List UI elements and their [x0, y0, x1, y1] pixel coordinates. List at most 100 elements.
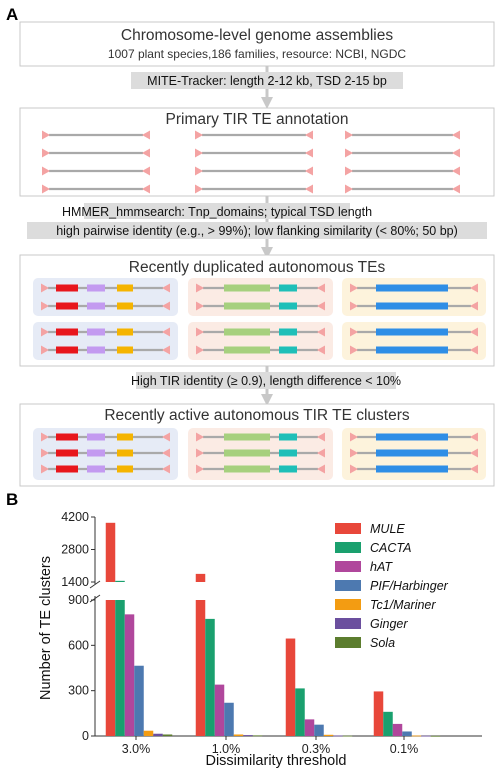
bar	[392, 723, 403, 736]
bar	[342, 735, 353, 737]
panel-a-label: A	[6, 5, 18, 24]
bar	[285, 638, 296, 736]
tir-right-triangle	[317, 432, 325, 442]
domain-block	[376, 449, 448, 457]
step1-label: MITE-Tracker: length 2-12 kb, TSD 2-15 b…	[147, 74, 387, 88]
bar-upper-segment	[195, 573, 206, 582]
domain-block	[56, 302, 78, 310]
step2-line1: HMMER_hmmsearch: Tnp_domains; typical TS…	[62, 205, 372, 219]
legend-item: Sola	[335, 636, 395, 650]
domain-block	[279, 346, 297, 354]
bar-segment	[421, 735, 431, 737]
bar	[243, 735, 253, 736]
domain-block	[56, 465, 78, 473]
te-element	[345, 184, 460, 194]
legend-swatch	[335, 561, 361, 572]
tir-left-triangle	[345, 130, 353, 140]
legend-item: Tc1/Mariner	[335, 598, 436, 612]
tir-right-triangle	[317, 448, 325, 458]
domain-block	[56, 433, 78, 441]
legend-item: hAT	[335, 560, 393, 574]
bar	[233, 734, 244, 736]
tir-left-triangle	[196, 432, 204, 442]
domain-block	[279, 284, 297, 292]
bar	[153, 733, 163, 736]
te-element	[196, 432, 325, 442]
tir-right-triangle	[305, 148, 313, 158]
tir-right-triangle	[452, 166, 460, 176]
tir-right-triangle	[470, 432, 478, 442]
panel-b-label: B	[6, 490, 18, 509]
step2-line2: high pairwise identity (e.g., > 99%); lo…	[56, 224, 458, 238]
domain-block	[224, 465, 270, 473]
x-tick-label: 0.3%	[302, 742, 331, 756]
bar	[195, 573, 206, 736]
te-element	[41, 327, 170, 337]
te-element	[41, 464, 170, 474]
domain-block	[224, 346, 270, 354]
tir-right-triangle	[317, 283, 325, 293]
y-axis-title: Number of TE clusters	[38, 556, 54, 700]
legend-swatch	[335, 637, 361, 648]
x-tick-label: 0.1%	[390, 742, 419, 756]
bar-segment	[233, 734, 244, 736]
domain-block	[117, 465, 133, 473]
tir-left-triangle	[350, 327, 358, 337]
primary-te-group	[42, 130, 460, 194]
family-background	[188, 278, 333, 316]
domain-block	[224, 433, 270, 441]
domain-block	[87, 328, 105, 336]
bar	[333, 735, 343, 737]
te-element	[41, 301, 170, 311]
domain-block	[376, 328, 448, 336]
tir-right-triangle	[162, 327, 170, 337]
tir-left-triangle	[41, 345, 49, 355]
tir-left-triangle	[41, 464, 49, 474]
legend-label: MULE	[370, 522, 405, 536]
bar-segment	[205, 618, 215, 736]
tir-right-triangle	[470, 464, 478, 474]
domain-block	[224, 302, 270, 310]
bar	[115, 580, 125, 736]
tir-left-triangle	[196, 327, 204, 337]
te-element	[195, 184, 313, 194]
family-background	[33, 278, 178, 316]
tir-right-triangle	[162, 301, 170, 311]
tir-right-triangle	[162, 432, 170, 442]
y-tick-label: 1400	[61, 575, 89, 589]
te-element	[41, 448, 170, 458]
legend-label: hAT	[370, 560, 393, 574]
tir-right-triangle	[452, 184, 460, 194]
bar-segment	[134, 665, 144, 736]
primary-annotation-box: Primary TIR TE annotation	[19, 107, 495, 197]
te-element	[345, 166, 460, 176]
legend-label: CACTA	[370, 541, 411, 555]
tir-left-triangle	[41, 283, 49, 293]
domain-block	[117, 302, 133, 310]
bar	[134, 665, 144, 736]
tir-right-triangle	[470, 345, 478, 355]
tir-right-triangle	[142, 184, 150, 194]
bar-segment	[252, 735, 263, 737]
family-background	[188, 322, 333, 360]
tir-left-triangle	[41, 432, 49, 442]
tir-right-triangle	[317, 301, 325, 311]
legend-label: PIF/Harbinger	[370, 579, 449, 593]
y-tick-label: 4200	[61, 510, 89, 524]
bar	[205, 618, 215, 736]
te-element	[350, 301, 478, 311]
x-tick-label: 3.0%	[122, 742, 151, 756]
domain-block	[376, 302, 448, 310]
family-background	[342, 278, 486, 316]
domain-block	[117, 346, 133, 354]
tir-left-triangle	[42, 166, 50, 176]
tir-right-triangle	[162, 448, 170, 458]
te-element	[350, 327, 478, 337]
domain-block	[117, 449, 133, 457]
step1-highlight	[131, 72, 403, 89]
bar-segment	[383, 711, 393, 736]
bar-upper-segment	[115, 580, 125, 582]
bar-segment	[162, 734, 173, 736]
bar-segment	[295, 688, 305, 736]
te-element	[196, 327, 325, 337]
